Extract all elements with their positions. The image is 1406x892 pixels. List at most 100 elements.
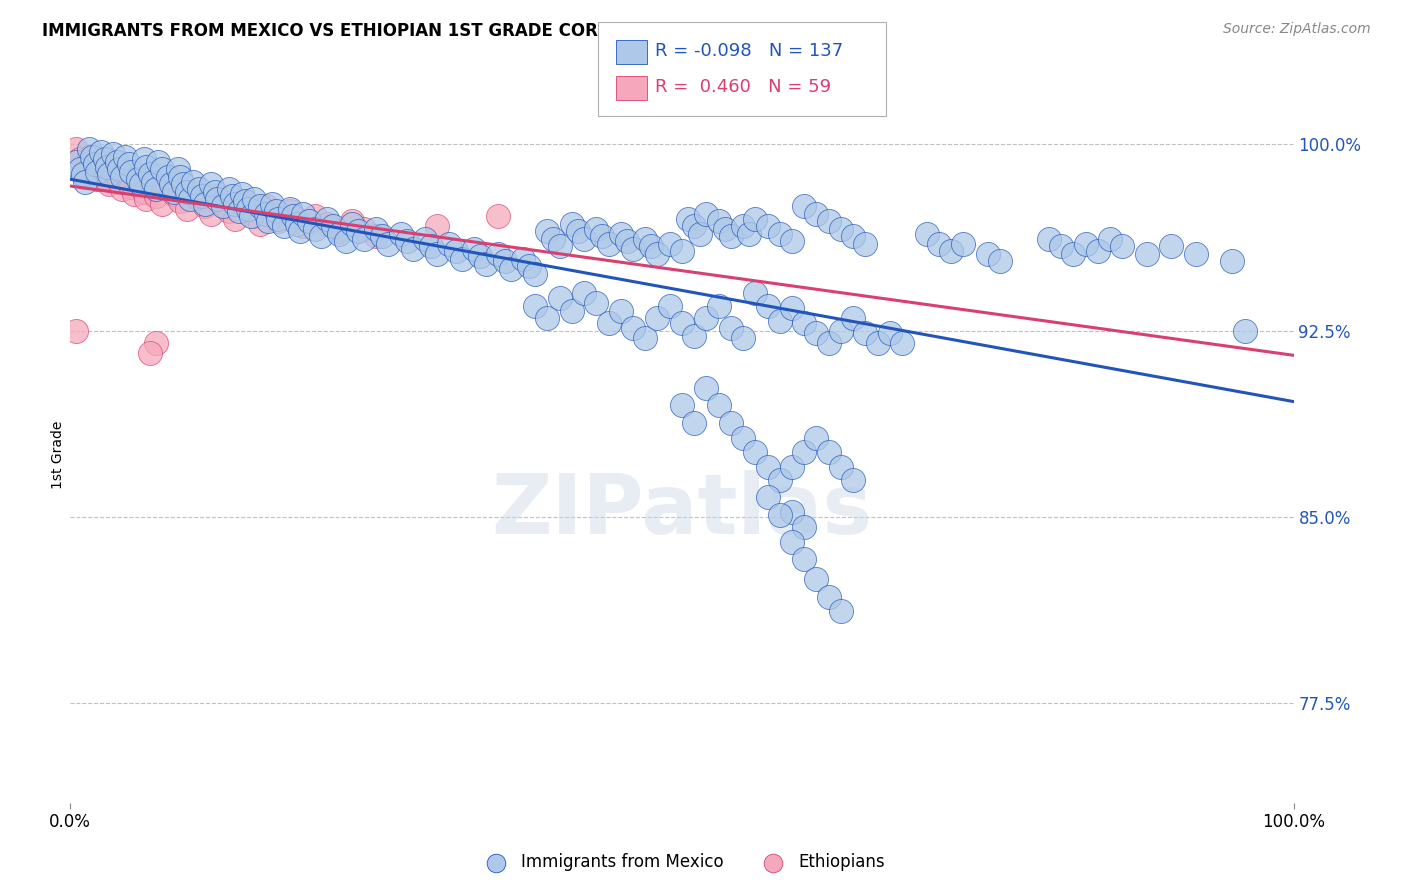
Point (891, 336, 914, 351)
Point (683, 219, 706, 234)
Point (683, 328, 706, 343)
Point (475, 256, 498, 270)
Point (524, 267, 547, 281)
Point (262, 207, 284, 221)
Point (720, 321, 742, 335)
Point (72, 162, 94, 177)
Point (267, 211, 290, 226)
Point (426, 246, 449, 260)
Point (733, 331, 755, 345)
Point (371, 229, 394, 244)
Point (176, 202, 198, 216)
Point (224, 211, 246, 226)
Point (444, 244, 467, 259)
Point (179, 192, 201, 206)
Point (101, 160, 124, 174)
Point (69, 152, 91, 166)
Point (1233, 324, 1256, 338)
Point (817, 336, 839, 351)
Point (976, 246, 998, 260)
Point (561, 217, 583, 231)
Point (915, 227, 938, 241)
Point (101, 147, 124, 161)
Point (616, 234, 638, 248)
Point (194, 199, 217, 213)
Point (82, 157, 104, 171)
Point (267, 214, 290, 228)
Point (262, 197, 284, 211)
Point (169, 169, 191, 184)
Point (756, 490, 779, 504)
Text: Source: ZipAtlas.com: Source: ZipAtlas.com (1223, 22, 1371, 37)
Point (494, 254, 516, 268)
Point (264, 204, 287, 219)
Point (86, 172, 108, 186)
Point (243, 210, 266, 224)
Point (254, 199, 277, 213)
Point (191, 189, 214, 203)
Point (366, 229, 388, 244)
Point (145, 182, 167, 196)
Point (720, 229, 742, 244)
Point (290, 224, 312, 238)
Point (353, 232, 375, 246)
Point (73, 169, 96, 184)
Point (817, 590, 839, 604)
Point (572, 232, 595, 246)
Point (640, 239, 662, 253)
Point (181, 185, 204, 199)
Point (780, 234, 803, 248)
Point (187, 192, 209, 206)
Point (1099, 232, 1122, 246)
Point (118, 157, 141, 171)
Point (316, 211, 339, 226)
Point (257, 214, 280, 228)
Point (132, 152, 155, 166)
Point (830, 324, 852, 338)
Point (793, 552, 815, 566)
Point (806, 430, 828, 444)
Point (139, 346, 162, 360)
Point (322, 219, 344, 234)
Point (806, 572, 828, 586)
Point (658, 299, 681, 313)
Point (988, 254, 1011, 268)
Point (243, 192, 266, 206)
Point (83, 157, 105, 171)
Point (769, 508, 792, 522)
Point (118, 172, 141, 186)
Point (621, 321, 644, 335)
Point (671, 398, 693, 412)
Point (1111, 239, 1133, 253)
Point (135, 192, 157, 206)
Point (733, 219, 755, 234)
Text: ZIPatlas: ZIPatlas (492, 470, 872, 551)
Point (647, 246, 669, 260)
Point (90, 154, 112, 169)
Point (468, 249, 491, 263)
Point (676, 211, 699, 226)
Point (744, 211, 766, 226)
Text: IMMIGRANTS FROM MEXICO VS ETHIOPIAN 1ST GRADE CORRELATION CHART: IMMIGRANTS FROM MEXICO VS ETHIOPIAN 1ST … (42, 22, 758, 40)
Point (194, 197, 217, 211)
Point (1074, 236, 1097, 251)
Point (105, 154, 128, 169)
Point (280, 202, 302, 216)
Point (488, 246, 510, 260)
Point (309, 229, 332, 244)
Point (634, 232, 657, 246)
Point (121, 164, 143, 178)
Point (218, 182, 240, 196)
Point (316, 217, 339, 231)
Point (683, 416, 706, 430)
Point (328, 227, 350, 241)
Point (157, 169, 180, 184)
Point (176, 185, 198, 199)
Text: R = -0.098   N = 137: R = -0.098 N = 137 (655, 42, 844, 60)
Point (281, 210, 304, 224)
Point (129, 177, 152, 191)
Y-axis label: 1st Grade: 1st Grade (51, 421, 65, 489)
Point (157, 179, 180, 194)
Point (488, 210, 510, 224)
Point (65, 154, 87, 169)
